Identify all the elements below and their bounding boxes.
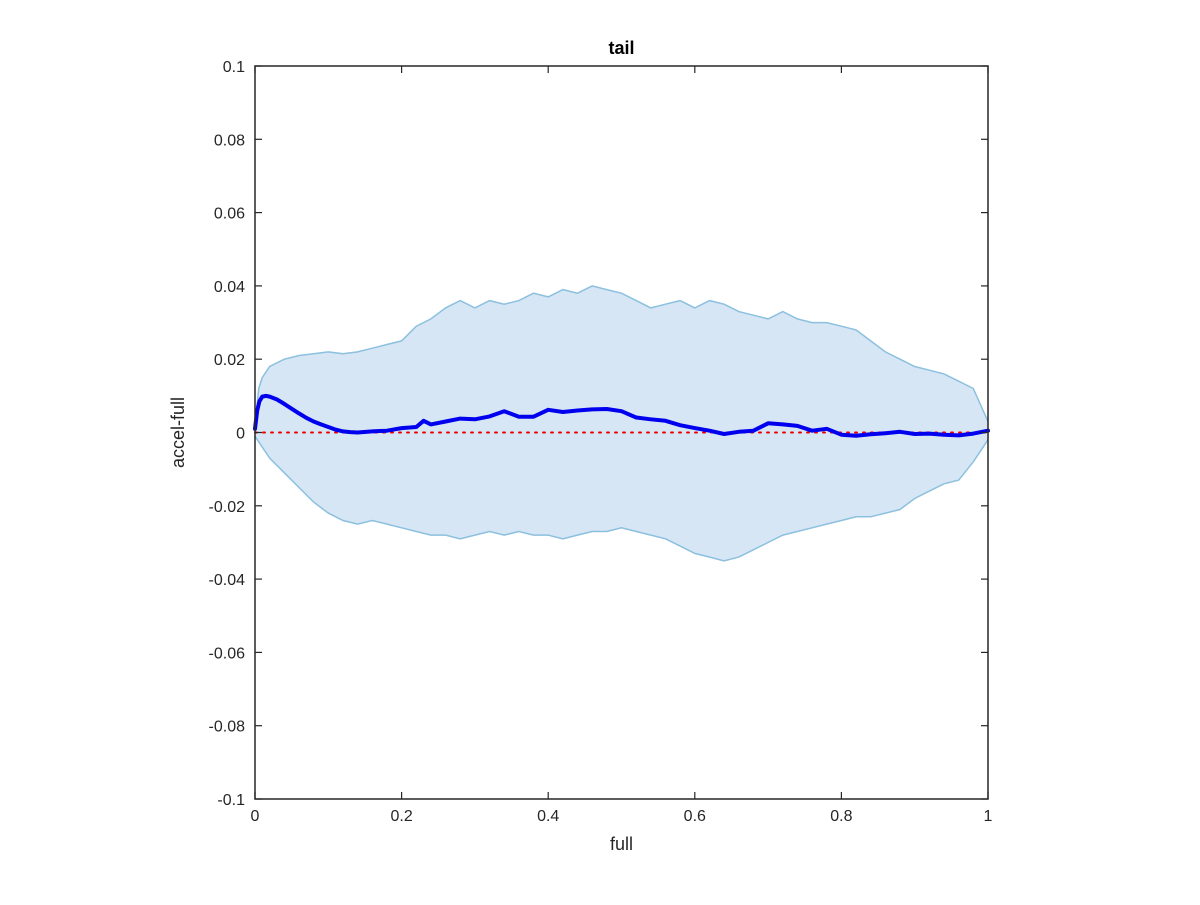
y-tick-label: 0.02 [214,352,245,369]
x-tick-label: 0.8 [830,808,852,825]
y-tick-label: 0.08 [214,132,245,149]
y-tick-label: 0 [236,426,245,443]
y-axis: -0.1 -0.08 -0.06 -0.04 -0.02 0 0.02 0.04 0.06 0.0… [209,59,988,809]
chart-title: tail [608,38,634,58]
y-tick-label: -0.02 [209,499,246,516]
x-tick-label: 0.2 [390,808,412,825]
y-tick-label: -0.1 [217,792,245,809]
y-axis-label: accel-full [168,397,188,468]
x-tick-label: 0.4 [537,808,559,825]
x-tick-label: 0 [251,808,260,825]
y-tick-label: -0.04 [209,572,246,589]
x-tick-label: 0.6 [684,808,706,825]
x-axis: 0 0.2 0.4 0.6 0.8 1 [251,66,993,825]
y-tick-label: -0.06 [209,645,246,662]
y-tick-label: 0.1 [223,59,245,76]
y-tick-label: 0.04 [214,279,245,296]
plot-area [253,285,990,562]
x-axis-label: full [610,834,633,854]
x-tick-label: 1 [984,808,993,825]
confidence-band-lower-edge [254,435,989,562]
y-tick-label: -0.08 [209,719,246,736]
confidence-band [255,285,988,561]
confidence-band-upper-edge [254,285,989,429]
y-tick-label: 0.06 [214,206,245,223]
mean-series-line [253,393,990,438]
